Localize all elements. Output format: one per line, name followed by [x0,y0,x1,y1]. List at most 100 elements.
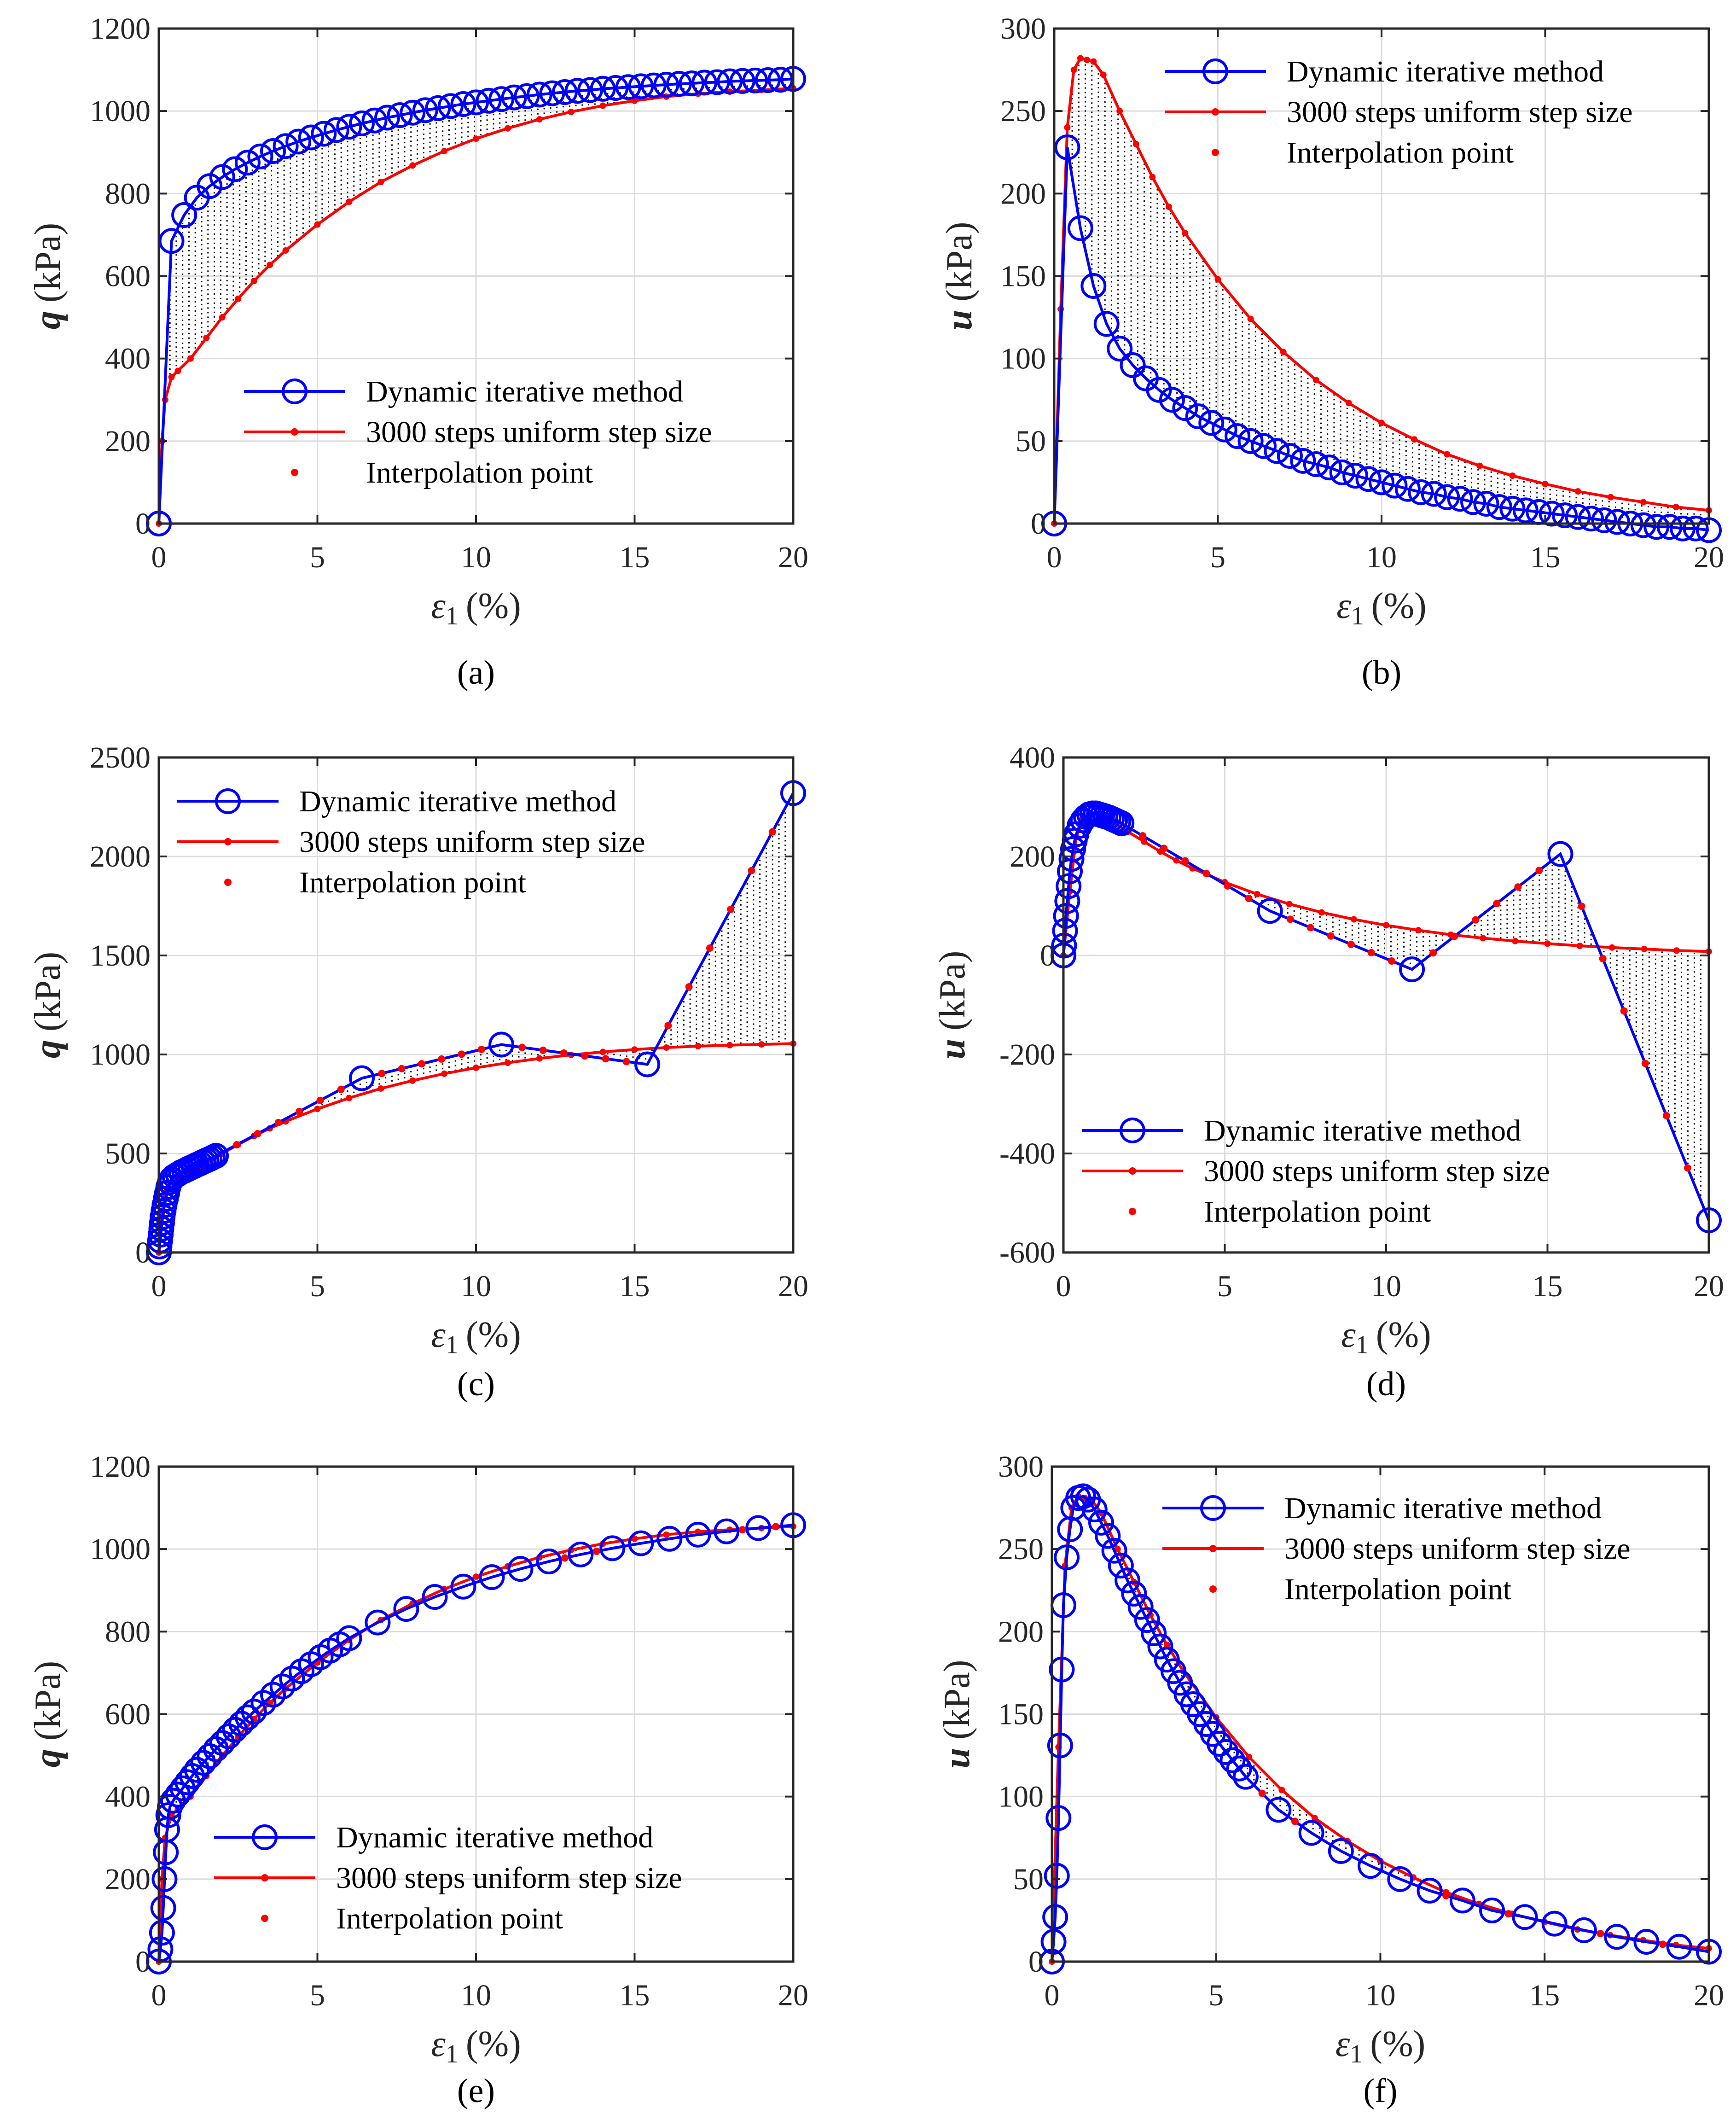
dynamic-iterative-marker [1387,1866,1413,1892]
dynamic-iterative-marker [1408,479,1434,505]
interpolation-point [477,1045,485,1053]
dynamic-iterative-marker [479,1564,505,1590]
dynamic-iterative-marker [1486,494,1512,520]
y-tick-label: -600 [999,1236,1055,1270]
dynamic-iterative-marker [1329,459,1355,485]
uniform-step-point [1544,940,1551,947]
panel-caption: (a) [457,654,495,692]
dynamic-iterative-marker [425,95,451,121]
dynamic-iterative-marker [1316,454,1342,481]
x-label-sub: 1 [1356,1331,1369,1359]
uniform-step-point [1415,927,1422,934]
y-tick-label: 1000 [90,1532,151,1566]
dynamic-iterative-marker [714,1518,740,1544]
x-axis-label: ε1 (%) [1336,586,1426,630]
y-tick-label: 100 [998,1780,1044,1814]
interpolation-point [337,1085,345,1093]
dynamic-iterative-marker [1225,423,1251,449]
legend-label: 3000 steps uniform step size [1204,1154,1550,1188]
legend: Dynamic iterative method 3000 steps unifo… [244,375,712,489]
x-axis-label: ε1 (%) [431,586,521,630]
legend-label: Interpolation point [1284,1573,1511,1606]
x-label-sub: 1 [1351,602,1364,630]
dynamic-iterative-marker [1473,491,1499,517]
uniform-step-point [1576,943,1583,949]
dynamic-iterative-marker [615,74,641,100]
legend-label: Dynamic iterative method [1284,1491,1602,1525]
x-tick-label: 5 [310,1979,325,2012]
uniform-step-point [1163,1642,1170,1648]
dynamic-iterative-marker [450,91,476,117]
dynamic-iterative-marker [1109,810,1135,836]
y-tick-label: 800 [105,1615,151,1648]
x-label-sub: 1 [446,1331,459,1359]
dynamic-iterative-marker [568,1541,594,1567]
uniform-step-point [1182,230,1189,237]
dynamic-iterative-marker [158,228,185,254]
dynamic-iterative-marker [1101,1538,1127,1564]
uniform-step-point [441,1070,448,1077]
uniform-step-line [157,87,794,524]
dynamic-iterative-marker [1045,1805,1072,1831]
y-label-var: q [28,311,68,329]
uniform-step-point [168,373,175,380]
legend: Dynamic iterative method 3000 steps unifo… [177,785,645,899]
uniform-step-point [1542,481,1549,487]
interpolation-point [727,905,735,913]
uniform-step-point [504,1060,511,1066]
dynamic-iterative-marker [1080,273,1107,299]
dynamic-iterative-marker [1512,497,1539,524]
legend-label: 3000 steps uniform step size [366,415,712,449]
y-tick-label: 500 [105,1137,151,1171]
dynamic-iterative-marker [577,77,604,103]
dynamic-iterative-marker [1434,484,1460,510]
uniform-step-point [1480,935,1486,942]
interpolation-point [560,1049,568,1057]
dynamic-iterative-marker [1040,1929,1067,1955]
uniform-step-point [1132,140,1139,147]
interpolation-point [296,1107,303,1115]
dynamic-iterative-marker [1049,1656,1075,1683]
x-label-var: ε [1341,1315,1356,1355]
dynamic-iterative-marker [1604,1924,1630,1950]
dynamic-iterative-marker [603,75,629,101]
dynamic-iterative-marker [1449,1887,1475,1914]
x-tick-label: 15 [1529,1979,1560,2012]
dynamic-iterative-marker [685,1521,711,1548]
dynamic-iterative-marker [250,1690,277,1716]
y-tick-label: 1500 [90,939,151,973]
y-label-unit: (kPa) [28,1661,68,1741]
y-label-var: q [28,1749,68,1767]
dynamic-iterative-marker [1257,898,1283,924]
uniform-step-point [631,1535,638,1542]
x-tick-label: 20 [1694,541,1724,574]
y-tick-label: 150 [998,1698,1044,1731]
uniform-step-point [473,1064,479,1071]
legend-interpolation-marker [291,469,298,476]
dynamic-iterative-marker [1683,515,1709,542]
y-label-unit: (kPa) [932,951,973,1031]
interpolation-point [1286,915,1294,923]
uniform-step-point [1214,276,1221,283]
x-label-var: ε [431,586,446,626]
dynamic-iterative-marker [514,83,540,109]
uniform-step-point [1090,58,1097,65]
dynamic-iterative-marker [1630,512,1656,538]
x-tick-label: 10 [461,1979,491,2012]
dynamic-iterative-marker [1054,134,1080,160]
y-label-var: u [937,1748,977,1769]
uniform-step-point [1278,1787,1285,1794]
legend-interpolation-marker [1209,1585,1217,1593]
dynamic-iterative-marker [1460,489,1486,515]
x-tick-label: 5 [1217,1270,1232,1303]
interpolation-point [1662,1112,1670,1119]
dynamic-iterative-marker [234,1704,261,1730]
uniform-step-point [1672,504,1679,511]
interpolation-point [685,983,693,991]
x-label-unit: (%) [1371,586,1427,626]
dynamic-iterative-marker [387,102,413,128]
dynamic-iterative-marker [745,1515,772,1541]
uniform-step-point [250,278,257,285]
uniform-step-point [1411,436,1418,443]
